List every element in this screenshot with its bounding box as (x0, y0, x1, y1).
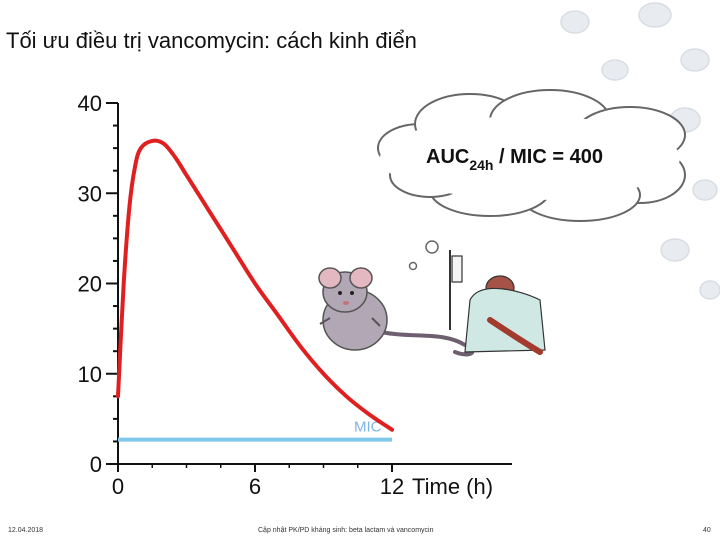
x-axis-label: Time (h) (412, 474, 493, 499)
mic-label: MIC (354, 419, 382, 436)
footer-date: 12.04.2018 (8, 527, 44, 534)
auc-mic-annotation: AUC24h / MIC = 400 (426, 146, 603, 173)
patient-illustration (449, 250, 546, 355)
footer-page-number: 40 (703, 527, 711, 534)
mouse-illustration (318, 267, 475, 357)
slide-title: Tối ưu điều trị vancomycin: cách kinh đi… (6, 28, 417, 53)
y-tick-label: 30 (78, 181, 102, 206)
thought-cloud: AUC24h / MIC = 400 (377, 89, 686, 271)
y-tick-label: 20 (78, 272, 102, 297)
x-tick-label: 0 (112, 474, 124, 499)
footer-subtitle: Cập nhật PK/PD kháng sinh: beta lactam v… (258, 527, 434, 534)
x-tick-label: 6 (249, 474, 261, 499)
x-tick-label: 12 (380, 474, 404, 499)
y-tick-label: 0 (90, 452, 102, 477)
y-tick-label: 40 (78, 91, 102, 116)
concentration-curve (116, 138, 394, 432)
y-tick-label: 10 (78, 362, 102, 387)
